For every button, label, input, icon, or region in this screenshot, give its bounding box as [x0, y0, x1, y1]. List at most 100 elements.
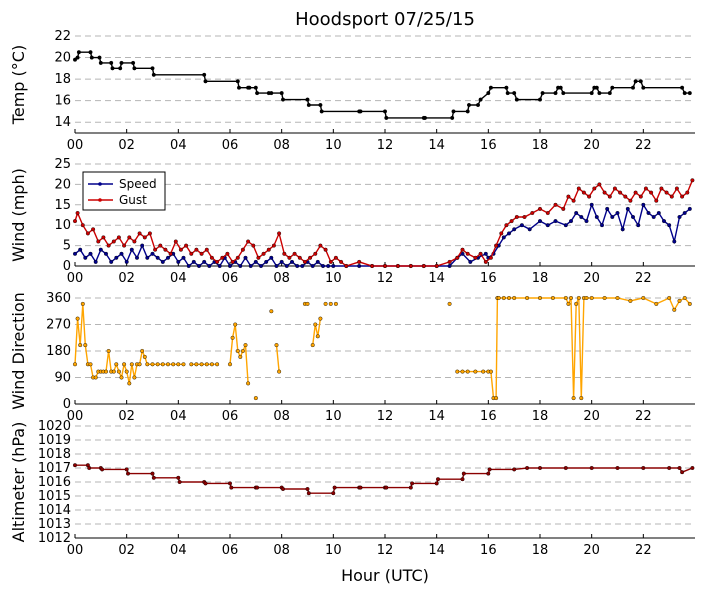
temp-point — [610, 85, 615, 90]
temp-point — [687, 91, 692, 96]
wind-speed-point — [129, 247, 134, 252]
wind-gust-point — [514, 214, 519, 219]
wind-gust-point — [545, 210, 550, 215]
direction-point — [323, 301, 328, 306]
wind-gust-line — [74, 180, 694, 267]
temp-point — [383, 109, 388, 114]
wind-gust-point — [313, 251, 318, 256]
direction-point — [687, 301, 692, 306]
wind-speed-point — [584, 219, 589, 224]
wind-gust-point — [204, 247, 209, 252]
wind-speed-point — [279, 259, 284, 264]
temp-point — [558, 85, 563, 90]
temp-point — [109, 60, 114, 65]
wind-speed-point — [545, 223, 550, 228]
wind-gust-point — [592, 186, 597, 191]
temp-point — [150, 66, 155, 71]
altimeter-point — [124, 467, 129, 472]
direction-point — [199, 362, 204, 367]
y-tick-label-altimeter: 1016 — [38, 475, 71, 490]
temp-point — [384, 115, 389, 120]
wind-gust-point — [344, 264, 349, 269]
altimeter-point — [281, 487, 286, 492]
x-tick-label: 18 — [532, 409, 549, 424]
wind-speed-point — [217, 264, 222, 269]
temp-point — [88, 50, 93, 55]
wind-gust-point — [189, 251, 194, 256]
wind-gust-point — [357, 259, 362, 264]
wind-gust-point — [638, 194, 643, 199]
wind-gust-point — [494, 243, 499, 248]
wind-speed-point — [253, 259, 258, 264]
y-tick-label-wind: 5 — [63, 239, 71, 254]
y-tick-label-altimeter: 1015 — [38, 489, 71, 504]
direction-point — [563, 296, 568, 301]
wind-gust-point — [421, 264, 426, 269]
temp-point — [597, 91, 602, 96]
wind-gust-point — [246, 239, 251, 244]
wind-gust-point — [80, 223, 85, 228]
wind-speed-point — [165, 255, 170, 260]
temp-point — [680, 85, 685, 90]
y-tick-label-temp: 18 — [54, 72, 71, 87]
wind-gust-point — [561, 206, 566, 211]
wind-speed-point — [290, 259, 295, 264]
altimeter-point — [150, 471, 155, 476]
direction-point — [672, 307, 677, 312]
direction-point — [246, 381, 251, 386]
x-tick-label: 06 — [222, 138, 239, 153]
x-tick-label: 04 — [170, 138, 187, 153]
altimeter-point — [667, 466, 672, 471]
x-tick-label: 22 — [635, 409, 652, 424]
wind-speed-point — [78, 247, 83, 252]
direction-point — [576, 296, 581, 301]
direction-point — [455, 369, 460, 374]
wind-gust-point — [132, 239, 137, 244]
temp-point — [478, 97, 483, 102]
temp-point — [504, 85, 509, 90]
direction-point — [525, 296, 530, 301]
altimeter-point — [461, 471, 466, 476]
temp-point — [89, 55, 94, 60]
wind-speed-point — [574, 210, 579, 215]
y-tick-label-altimeter: 1013 — [38, 517, 71, 532]
wind-gust-point — [499, 231, 504, 236]
wind-speed-point — [579, 214, 584, 219]
x-tick-label: 06 — [222, 543, 239, 558]
direction-point — [93, 375, 98, 380]
altimeter-point — [460, 477, 465, 482]
wind-speed-point — [98, 247, 103, 252]
wind-speed-point — [326, 264, 331, 269]
altimeter-point — [177, 480, 182, 485]
temp-point — [236, 85, 241, 90]
direction-point — [628, 298, 633, 303]
wind-speed-point — [259, 264, 264, 269]
wind-gust-point — [654, 198, 659, 203]
chart-title: Hoodsport 07/25/15 — [295, 9, 475, 30]
y-tick-label-wind: 20 — [54, 177, 71, 192]
temp-point — [132, 66, 137, 71]
direction-point — [80, 301, 85, 306]
direction-point — [111, 369, 116, 374]
x-tick-label: 02 — [118, 271, 135, 286]
temp-point — [319, 109, 324, 114]
wind-gust-point — [628, 198, 633, 203]
x-tick-label: 02 — [118, 409, 135, 424]
altimeter-point — [151, 475, 156, 480]
direction-point — [235, 349, 240, 354]
wind-gust-point — [339, 259, 344, 264]
x-tick-label: 14 — [428, 409, 445, 424]
direction-line — [229, 324, 249, 384]
altimeter-point — [589, 466, 594, 471]
wind-speed-point — [186, 264, 191, 269]
wind-gust-point — [91, 227, 96, 232]
x-tick-label: 16 — [480, 138, 497, 153]
wind-gust-point — [649, 190, 654, 195]
direction-point — [72, 362, 77, 367]
x-tick-label: 08 — [273, 271, 290, 286]
x-tick-label: 12 — [377, 271, 394, 286]
wind-gust-point — [643, 186, 648, 191]
direction-point — [194, 362, 199, 367]
direction-point — [274, 343, 279, 348]
